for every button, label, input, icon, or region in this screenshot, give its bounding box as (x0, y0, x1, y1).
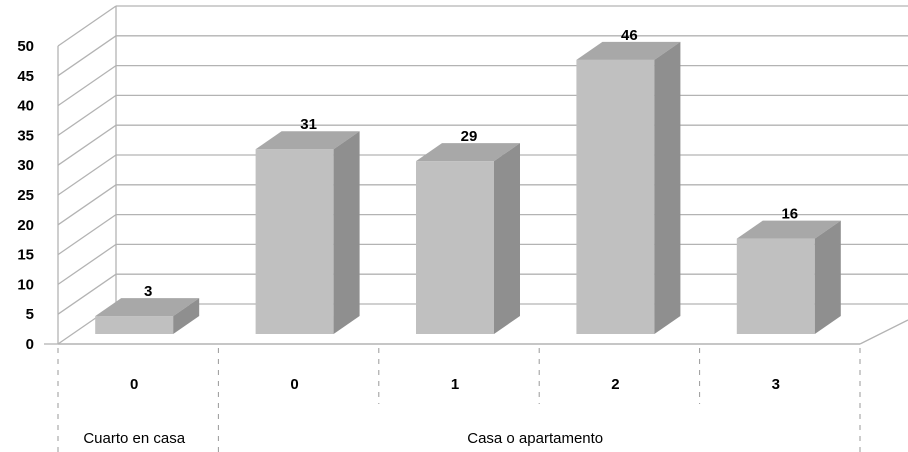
y-tick-label: 50 (17, 38, 34, 55)
data-label: 31 (300, 116, 317, 133)
gridline-wall-7 (57, 94, 117, 136)
y-tick-label: 20 (17, 217, 34, 234)
axes (44, 6, 908, 452)
x-tick-label: 1 (451, 376, 459, 393)
bar-2 (416, 143, 520, 334)
gridline-wall-6 (57, 124, 117, 166)
y-tick-label: 5 (26, 306, 34, 323)
y-tick-label: 40 (17, 98, 34, 115)
gridline-wall-4 (57, 184, 117, 226)
bar-0 (95, 298, 200, 334)
bar-front (576, 59, 655, 335)
x-tick-label: 0 (290, 376, 298, 393)
bar-top (576, 41, 681, 60)
data-label: 29 (461, 128, 478, 145)
gridline-wall-10 (57, 5, 117, 47)
data-label: 16 (781, 206, 798, 223)
bar-top (416, 143, 520, 162)
labels: 0510152025303540455030310291462163Cuarto… (17, 27, 798, 447)
y-tick-label: 0 (26, 336, 34, 353)
bar-front (416, 161, 494, 334)
bar-side (173, 298, 200, 334)
gridline-wall-3 (57, 214, 117, 256)
bar-front (255, 149, 334, 334)
y-tick-label: 30 (17, 157, 34, 174)
gridline-wall-2 (57, 243, 117, 285)
bar-1 (255, 131, 360, 334)
bars (95, 41, 841, 335)
bar-side (494, 143, 520, 334)
y-tick-label: 45 (17, 68, 34, 85)
gridline-wall-1 (57, 273, 117, 315)
bar-top (736, 220, 841, 239)
bar-front (95, 316, 174, 334)
bar-front (736, 238, 815, 334)
gridline-wall-8 (57, 65, 117, 107)
bar-4 (736, 220, 841, 334)
bar-3 (576, 41, 681, 335)
bar-side (333, 131, 360, 334)
data-label: 46 (621, 27, 638, 44)
group-label: Casa o apartamento (467, 430, 603, 447)
y-tick-label: 10 (17, 276, 34, 293)
x-tick-label: 0 (130, 376, 138, 393)
gridline-wall-9 (57, 35, 117, 77)
y-tick-label: 25 (17, 187, 34, 204)
x-tick-label: 3 (772, 376, 780, 393)
bar-side (814, 220, 841, 334)
data-label: 3 (144, 283, 152, 300)
gridline-wall-5 (57, 154, 117, 196)
y-tick-label: 15 (17, 247, 34, 264)
bar-side (654, 41, 681, 335)
bar-top (255, 131, 360, 150)
x-tick-label: 2 (611, 376, 619, 393)
floor-edge (859, 319, 908, 345)
y-tick-label: 35 (17, 127, 34, 144)
bar-top (95, 298, 200, 317)
group-label: Cuarto en casa (83, 430, 185, 447)
